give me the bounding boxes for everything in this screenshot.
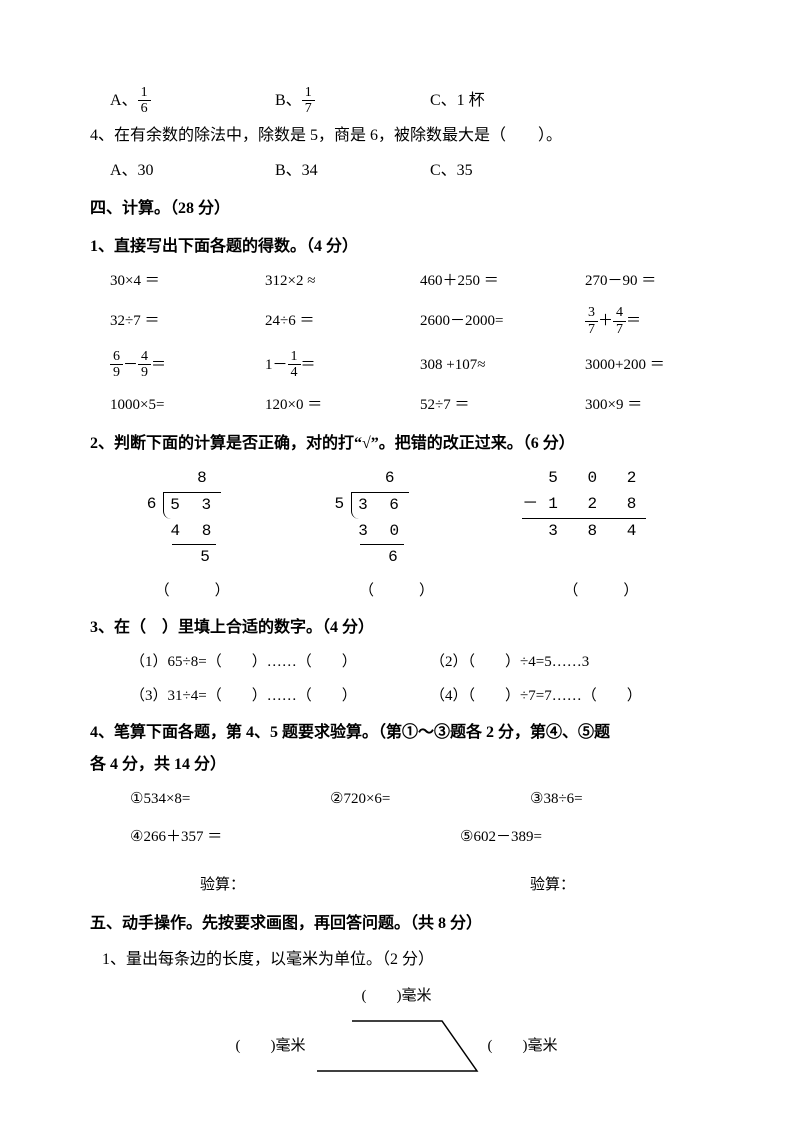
q4-text: 4、在有余数的除法中，除数是 5，商是 6，被除数最大是（ ）。 [90, 123, 703, 149]
fraction: 1 6 [138, 85, 151, 117]
sec4-title: 四、计算。（28 分） [90, 196, 703, 222]
longdiv-1: 8 6 5 3 4 8 5 [147, 466, 221, 570]
q3-opt-b: B、 1 7 [275, 85, 430, 117]
written-row2: ④266＋357 ＝ ⑤602－389= [90, 825, 703, 849]
fraction: 3 7 [585, 305, 598, 337]
calc-cell: 312×2 ≈ [265, 269, 420, 293]
fill-item: （4）（ ）÷7=7……（ ） [430, 684, 730, 708]
calc-cell: 300×9 ＝ [585, 393, 735, 417]
fraction: 4 7 [613, 305, 626, 337]
q4-opt-a: A、30 [110, 158, 275, 184]
q3-opt-c: C、1 杯 [430, 85, 570, 117]
calc-cell: 460＋250 ＝ [420, 269, 585, 293]
division-box: 5 3 6 [334, 492, 408, 519]
calc-cell: 120×0 ＝ [265, 393, 420, 417]
fraction: 1 7 [302, 85, 315, 117]
sec4-4-title-a: 4、笔算下面各题，第 4、5 题要求验算。（第①～③题各 2 分，第④、⑤题 [90, 720, 703, 746]
trapezoid-figure: ( )毫米 ( )毫米 [90, 1016, 703, 1076]
fraction: 1 4 [288, 349, 301, 381]
fill-item: （1）65÷8=（ ）……（ ） [130, 650, 430, 674]
verify-label: 验算： [530, 873, 793, 897]
paren: （ ） [563, 579, 638, 603]
sec4-2-title: 2、判断下面的计算是否正确，对的打“√”。把错的改正过来。（6 分） [90, 431, 703, 457]
calc-cell: 1000×5= [110, 393, 265, 417]
opt-label: B、 [275, 88, 302, 114]
q3-opt-a: A、 1 6 [110, 85, 275, 117]
opt-label: C、1 杯 [430, 88, 485, 114]
sec4-3-title: 3、在（ ）里填上合适的数字。（4 分） [90, 615, 703, 641]
written-grid: ①534×8= ②720×6= ③38÷6= [90, 787, 703, 811]
trap-right-label: ( )毫米 [488, 1034, 558, 1058]
sec4-1-title: 1、直接写出下面各题的得数。（4 分） [90, 234, 703, 260]
paren-row: （ ） （ ） （ ） [90, 579, 703, 603]
trap-top-label: ( )毫米 [90, 983, 703, 1009]
trapezoid-icon [312, 1016, 482, 1076]
calc-cell: 270－90 ＝ [585, 269, 735, 293]
fraction: 6 9 [110, 349, 123, 381]
calc-cell: 1－ 1 4 ＝ [265, 349, 420, 381]
subtraction-block: 5 0 2 －1 2 8 3 8 4 [522, 466, 646, 570]
verify-label: 验算： [200, 873, 530, 897]
written-item: ④266＋357 ＝ [130, 825, 460, 849]
q4-options: A、30 B、34 C、35 [90, 158, 703, 184]
q4-opt-b: B、34 [275, 158, 430, 184]
calc-grid: 30×4 ＝ 312×2 ≈ 460＋250 ＝ 270－90 ＝ 32÷7 ＝… [90, 269, 703, 417]
paren: （ ） [155, 579, 230, 603]
calc-cell: 308 +107≈ [420, 353, 585, 377]
calc-cell: 2600－2000= [420, 309, 585, 333]
sec5-1-text: 1、量出每条边的长度，以毫米为单位。（2 分） [90, 947, 703, 973]
calc-cell: 24÷6 ＝ [265, 309, 420, 333]
fill-item: （3）31÷4=（ ）……（ ） [130, 684, 430, 708]
sec5-title: 五、动手操作。先按要求画图，再回答问题。（共 8 分） [90, 911, 703, 937]
fraction: 4 9 [138, 349, 151, 381]
calc-cell: 3000+200 ＝ [585, 353, 735, 377]
trap-left-label: ( )毫米 [236, 1034, 306, 1058]
written-item: ⑤602－389= [460, 825, 730, 849]
written-item: ②720×6= [330, 787, 530, 811]
fill-grid: （1）65÷8=（ ）……（ ） （2）（ ）÷4=5……3 （3）31÷4=（… [90, 650, 703, 708]
division-box: 6 5 3 [147, 492, 221, 519]
opt-label: A、 [110, 88, 138, 114]
longdiv-group: 8 6 5 3 4 8 5 6 5 3 6 3 0 6 5 0 2 －1 2 8… [90, 466, 703, 570]
longdiv-2: 6 5 3 6 3 0 6 [334, 466, 408, 570]
calc-cell: 32÷7 ＝ [110, 309, 265, 333]
sec4-4-title-b: 各 4 分，共 14 分） [90, 752, 703, 778]
written-item: ③38÷6= [530, 787, 730, 811]
calc-cell: 52÷7 ＝ [420, 393, 585, 417]
calc-cell: 30×4 ＝ [110, 269, 265, 293]
paren: （ ） [359, 579, 434, 603]
fill-item: （2）（ ）÷4=5……3 [430, 650, 730, 674]
written-item: ①534×8= [130, 787, 330, 811]
q4-opt-c: C、35 [430, 158, 570, 184]
verify-row: 验算： 验算： [90, 873, 703, 897]
calc-cell: 3 7 ＋ 4 7 ＝ [585, 305, 735, 337]
calc-cell: 6 9 － 4 9 ＝ [110, 349, 265, 381]
q3-options: A、 1 6 B、 1 7 C、1 杯 [90, 85, 703, 117]
